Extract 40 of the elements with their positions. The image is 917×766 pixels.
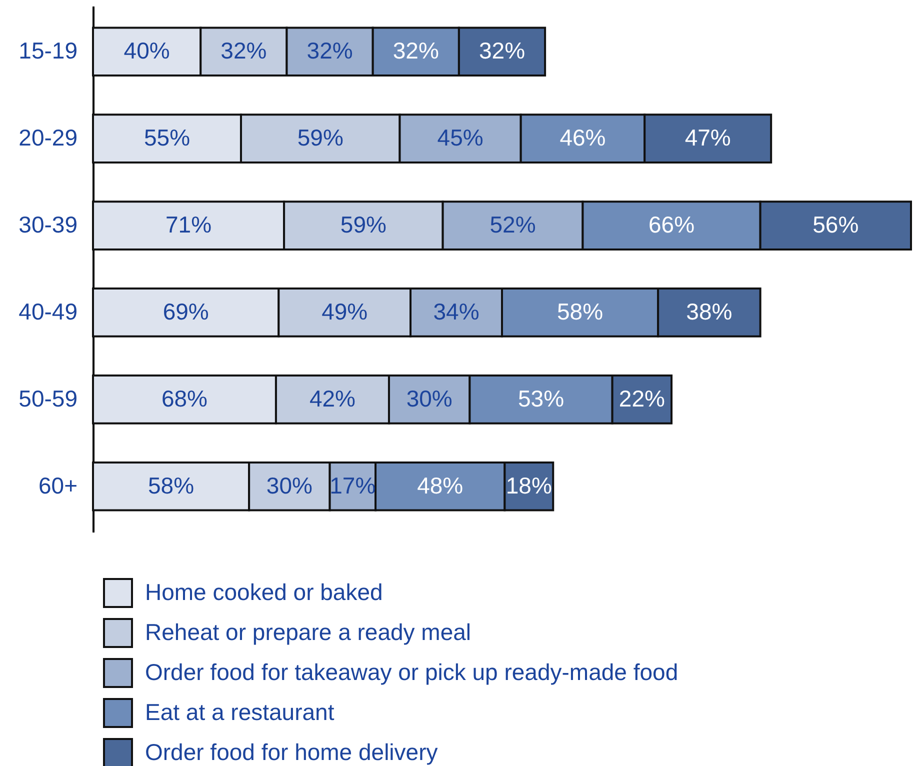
data-label: 56% bbox=[812, 212, 859, 238]
data-label: 55% bbox=[144, 124, 190, 151]
data-label: 59% bbox=[297, 124, 344, 151]
y-tick-label: 20-29 bbox=[18, 124, 78, 151]
y-tick-label: 60+ bbox=[38, 472, 78, 498]
data-label: 52% bbox=[490, 212, 536, 238]
data-label: 42% bbox=[309, 385, 356, 412]
data-label: 47% bbox=[684, 124, 731, 151]
data-label: 30% bbox=[406, 385, 452, 412]
data-label: 46% bbox=[560, 124, 606, 151]
y-tick-label: 40-49 bbox=[18, 298, 78, 324]
data-label: 68% bbox=[161, 385, 208, 412]
data-label: 32% bbox=[220, 38, 267, 64]
data-label: 40% bbox=[124, 38, 170, 64]
data-label: 22% bbox=[618, 385, 665, 412]
y-tick-label: 50-59 bbox=[18, 385, 78, 412]
data-label: 71% bbox=[166, 212, 212, 238]
y-tick-label: 15-19 bbox=[18, 38, 78, 64]
y-tick-label: 30-39 bbox=[18, 212, 78, 238]
data-label: 18% bbox=[506, 472, 552, 498]
legend-label: Reheat or prepare a ready meal bbox=[145, 619, 472, 645]
data-label: 38% bbox=[686, 298, 732, 324]
legend-label: Eat at a restaurant bbox=[145, 699, 335, 725]
legend-label: Order food for home delivery bbox=[145, 739, 438, 765]
data-label: 30% bbox=[266, 472, 312, 498]
legend-label: Home cooked or baked bbox=[145, 579, 383, 605]
data-label: 48% bbox=[417, 472, 464, 498]
data-label: 32% bbox=[392, 38, 439, 64]
data-label: 45% bbox=[437, 124, 484, 151]
data-label: 32% bbox=[306, 38, 353, 64]
data-label: 58% bbox=[148, 472, 194, 498]
data-label: 53% bbox=[518, 385, 564, 412]
data-label: 58% bbox=[557, 298, 604, 324]
data-label: 49% bbox=[322, 298, 368, 324]
data-label: 34% bbox=[433, 298, 480, 324]
data-label: 69% bbox=[162, 298, 209, 324]
data-label: 59% bbox=[340, 212, 386, 238]
data-label: 66% bbox=[648, 212, 695, 238]
legend-label: Order food for takeaway or pick up ready-made food bbox=[145, 659, 678, 685]
data-label: 32% bbox=[478, 38, 526, 64]
